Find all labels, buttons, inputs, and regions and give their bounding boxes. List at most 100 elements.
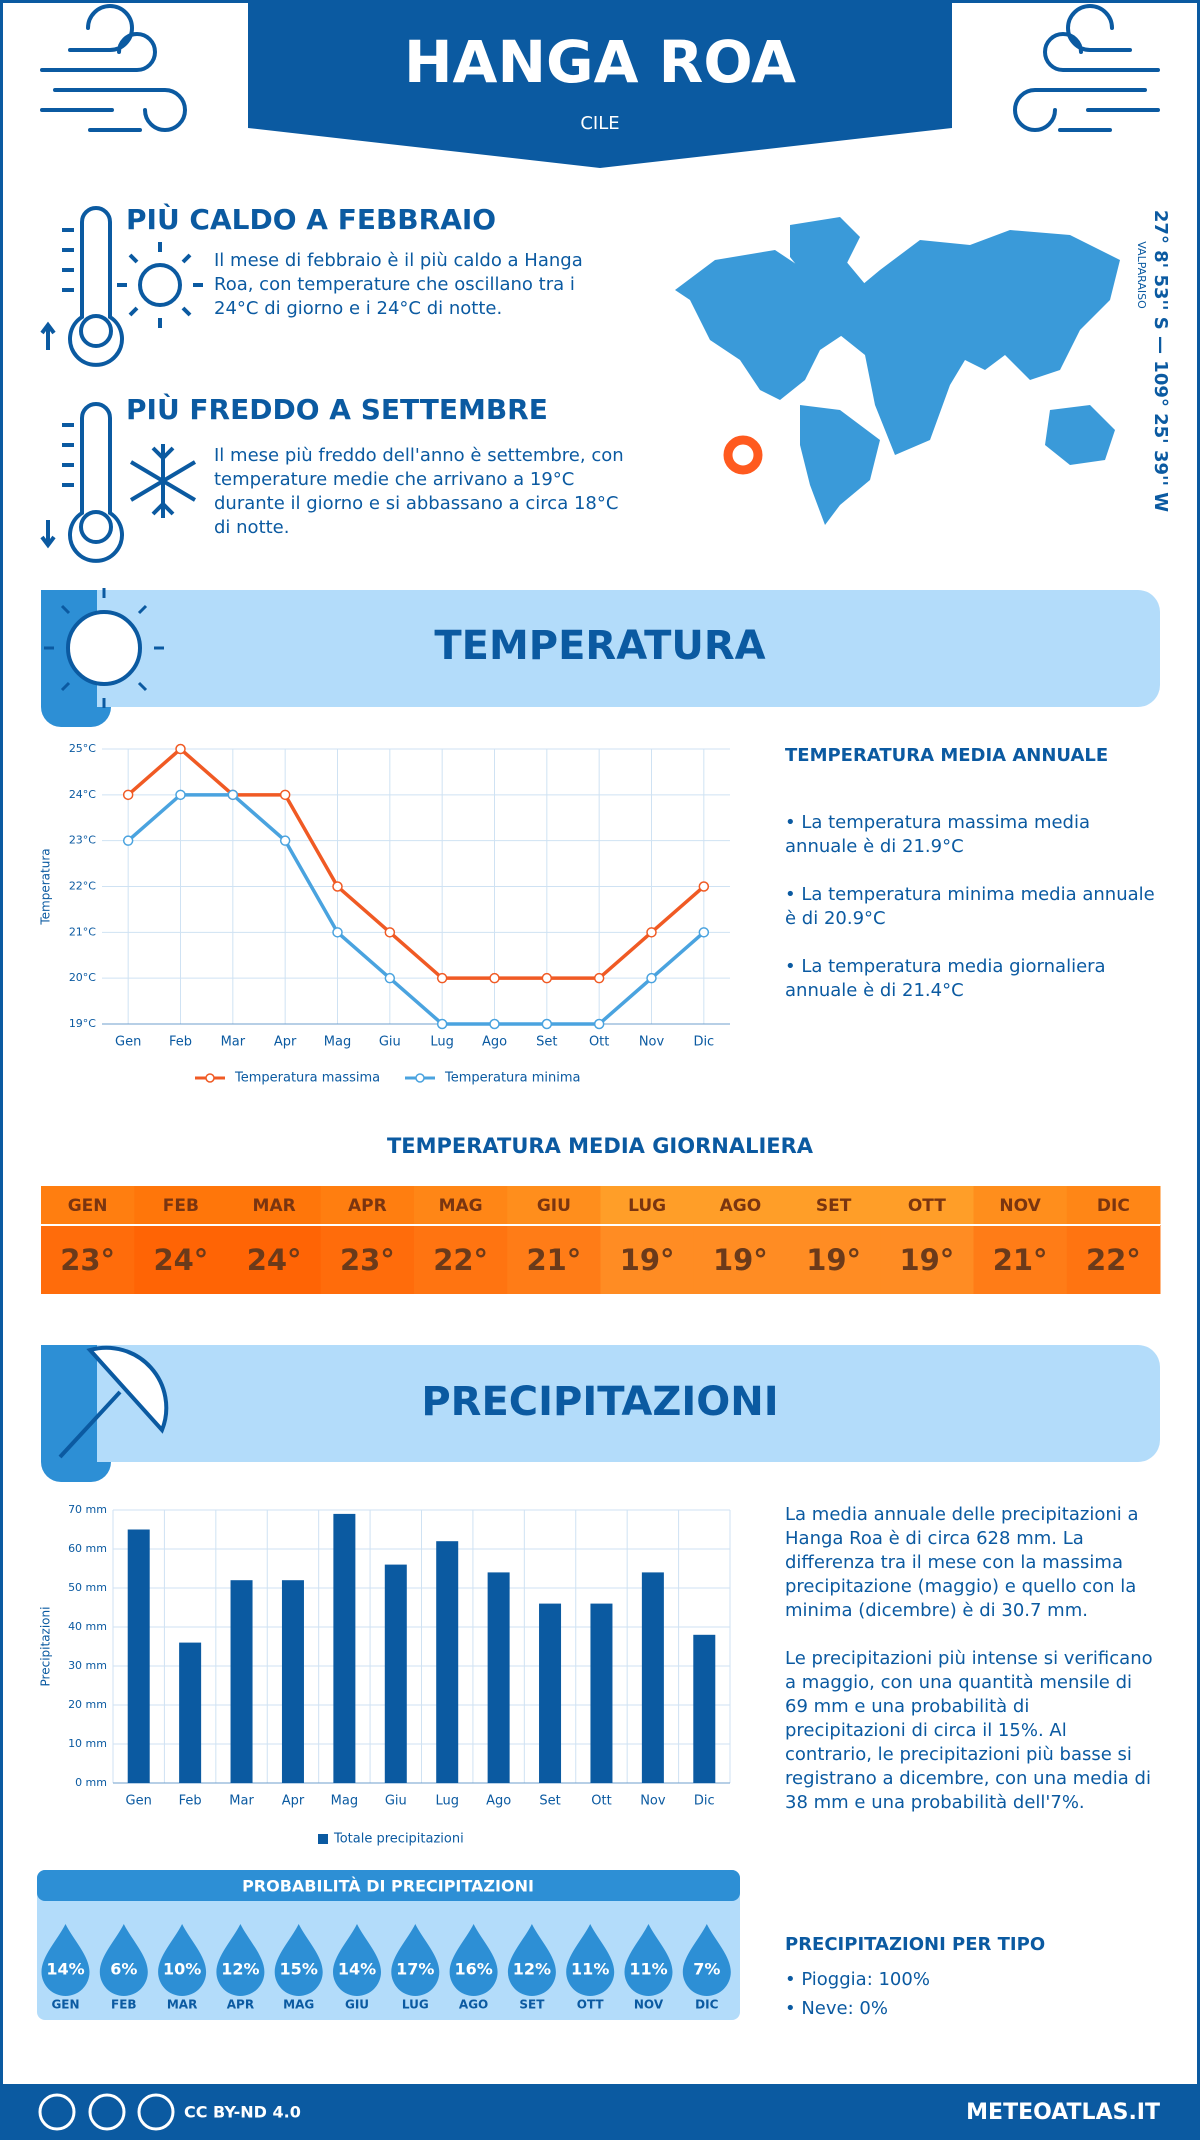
month-label: MAG [439, 1196, 483, 1216]
temperature-cell [320, 1225, 415, 1294]
drop [99, 1924, 148, 1997]
drop [41, 1924, 90, 1997]
line [127, 746, 705, 980]
drop [682, 1924, 731, 1997]
type-item: • Neve: 0% [785, 1998, 888, 2019]
section-title: TEMPERATURA [434, 623, 765, 669]
temperature-label: 21° [993, 1243, 1048, 1277]
point [698, 927, 710, 938]
point [646, 927, 657, 938]
type-title: PRECIPITAZIONI PER TIPO [785, 1934, 1046, 1955]
y-tick-label: 50 mm [68, 1581, 107, 1594]
x-tick-label: Mag [324, 1035, 351, 1050]
x-tick-label: Dic [693, 1035, 714, 1050]
point [279, 789, 291, 801]
y-tick-label: 40 mm [68, 1620, 107, 1633]
drop-label: 11% [629, 1960, 667, 1979]
drop-month: GEN [51, 1998, 79, 2012]
month-label: LUG [628, 1196, 666, 1216]
drop-month: MAG [283, 1998, 314, 2012]
x-tick-label: Ott [591, 1794, 611, 1809]
temperature-cell [880, 1225, 974, 1294]
drop-label: 14% [338, 1960, 376, 1979]
bar [179, 1642, 202, 1783]
temperature-label: 23° [60, 1243, 115, 1277]
month-header-cell [320, 1186, 415, 1224]
point [122, 789, 134, 801]
x-tick-label: Mar [229, 1794, 254, 1809]
bar [127, 1529, 150, 1783]
month-header-cell [41, 1186, 135, 1224]
point [646, 972, 657, 984]
hottest-text: Il mese di febbraio è il più caldo a Han… [214, 250, 583, 319]
temperature-label: 19° [899, 1243, 954, 1277]
bar [281, 1580, 304, 1783]
month-label: SET [816, 1196, 852, 1216]
x-tick-label: Lug [435, 1794, 459, 1809]
temperature-cell [414, 1225, 508, 1294]
coldest-title: PIÙ FREDDO A SETTEMBRE [126, 393, 548, 426]
x-tick-label: Ago [486, 1794, 511, 1809]
month-header-cell [600, 1186, 695, 1224]
y-axis-label: Precipitazioni [39, 1607, 53, 1687]
y-tick-label: 24°C [69, 788, 96, 801]
y-tick-label: 22°C [69, 880, 96, 893]
bar [333, 1513, 356, 1783]
sun-icon [44, 588, 164, 708]
x-tick-label: Gen [115, 1035, 141, 1050]
bar [641, 1572, 664, 1783]
x-tick-label: Set [539, 1794, 560, 1809]
y-tick-label: 30 mm [68, 1659, 107, 1672]
month-label: AGO [720, 1196, 762, 1216]
drop-month: OTT [577, 1998, 605, 2012]
x-tick-label: Nov [640, 1794, 666, 1809]
bar [487, 1572, 510, 1783]
month-label: MAR [253, 1196, 296, 1216]
paragraph: La media annuale delle precipitazioni a … [785, 1504, 1139, 1621]
bar [539, 1603, 562, 1783]
month-header-cell [1066, 1186, 1161, 1224]
legend-label: Temperatura minima [444, 1071, 581, 1086]
y-tick-label: 25°C [69, 742, 96, 755]
month-header-cell [507, 1186, 601, 1224]
drop-label: 15% [280, 1960, 318, 1979]
bullets: • La temperatura massima media annuale è… [785, 811, 1155, 1003]
point [332, 881, 343, 892]
month-header-cell [134, 1186, 228, 1224]
x-tick-label: Lug [430, 1035, 454, 1050]
temperature-cell [227, 1225, 322, 1294]
probability-box [37, 1870, 740, 2020]
point [384, 927, 396, 938]
temperature-cell [787, 1225, 881, 1294]
section-title: PRECIPITAZIONI [421, 1379, 778, 1425]
banner-accent [41, 1345, 97, 1462]
bar [384, 1564, 407, 1783]
country: CILE [580, 113, 619, 134]
temperature-label: 22° [1086, 1243, 1141, 1277]
point [489, 972, 500, 984]
drop-month: MAR [167, 1998, 197, 2012]
drop-month: GIU [345, 1998, 369, 2012]
y-tick-label: 23°C [69, 834, 96, 847]
x-tick-label: Apr [274, 1035, 297, 1050]
legend-marker [205, 1073, 215, 1083]
precipitation-banner [60, 1345, 1160, 1462]
drop-label: 12% [221, 1960, 259, 1979]
legend-label: Totale precipitazioni [333, 1832, 464, 1847]
line [127, 793, 705, 1026]
drop [624, 1924, 673, 1997]
precip-text: La media annuale delle precipitazioni a … [785, 1503, 1155, 1815]
bar [590, 1603, 613, 1783]
probability-title: PROBABILITÀ DI PRECIPITAZIONI [242, 1877, 534, 1896]
y-tick-label: 10 mm [68, 1737, 107, 1750]
drop [391, 1924, 440, 1997]
drop-label: 10% [163, 1960, 201, 1979]
drop-month: DIC [695, 1998, 718, 2012]
temperature-cell [41, 1225, 135, 1294]
legend-marker [415, 1073, 425, 1083]
hottest-title: PIÙ CALDO A FEBBRAIO [126, 203, 497, 236]
region: VALPARAISO [1135, 241, 1148, 309]
point [175, 789, 186, 801]
summary-title: TEMPERATURA MEDIA ANNUALE [785, 745, 1109, 766]
